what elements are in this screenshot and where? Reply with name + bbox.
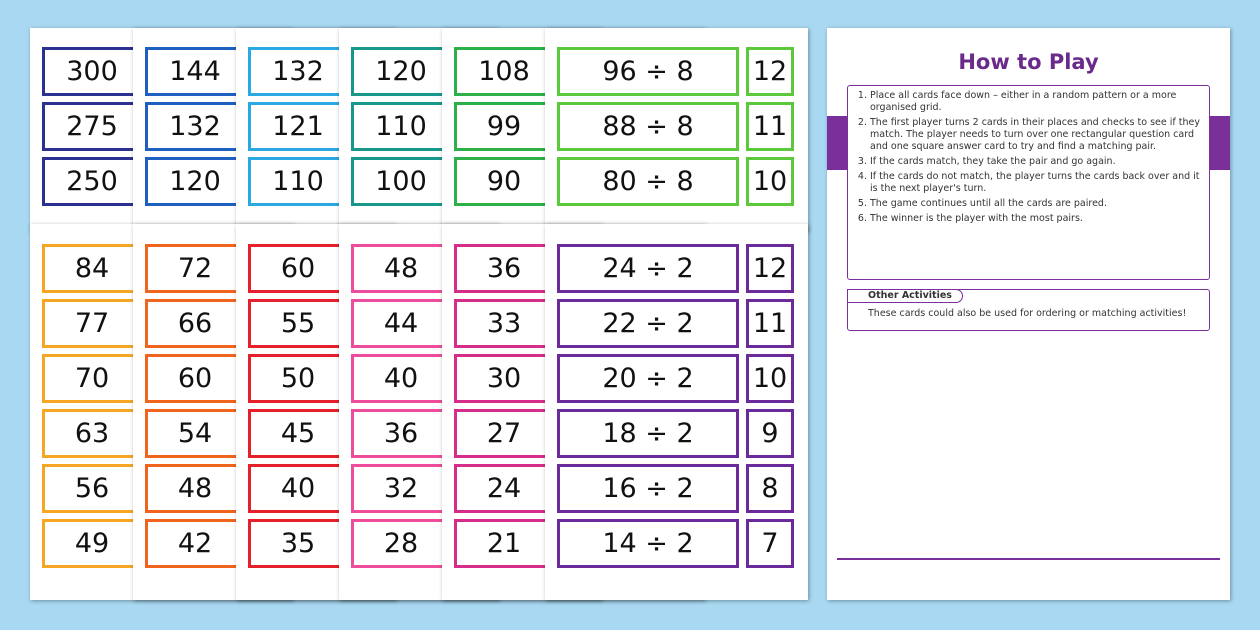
card-number: 100: [375, 166, 427, 197]
card-number: 54: [177, 418, 213, 449]
question-card: 22 ÷ 2: [557, 299, 739, 348]
card-number: 120: [169, 166, 221, 197]
step: Place all cards face down – either in a …: [870, 90, 1201, 114]
card-number: 99: [486, 111, 522, 142]
other-activities-box: Other Activities These cards could also …: [847, 289, 1210, 331]
card-number: 36: [486, 253, 522, 284]
other-activities-text: These cards could also be used for order…: [868, 308, 1187, 319]
side-tab: [1210, 116, 1230, 170]
card-number: 110: [272, 166, 324, 197]
card-number: 40: [280, 473, 316, 504]
answer-card: 11: [746, 102, 794, 151]
step: The first player turns 2 cards in their …: [870, 117, 1201, 153]
side-tab: [827, 116, 847, 170]
card-number: 56: [74, 473, 110, 504]
card-number: 110: [375, 111, 427, 142]
step: The winner is the player with the most p…: [870, 213, 1201, 225]
card-number: 40: [383, 363, 419, 394]
card-number: 27: [486, 418, 522, 449]
step: The game continues until all the cards a…: [870, 198, 1201, 210]
steps-list: Place all cards face down – either in a …: [847, 85, 1210, 280]
answer-card: 9: [746, 409, 794, 458]
question-card: 96 ÷ 8: [557, 47, 739, 96]
instruction-title: How to Play: [958, 50, 1099, 74]
card-number: 132: [272, 56, 324, 87]
instruction-sheet: How to Play Place all cards face down – …: [827, 28, 1230, 600]
card-sheet: 24 ÷ 2 12 22 ÷ 2 11 20 ÷ 2 10 18 ÷ 2 9 16 ÷ 2 8 14…: [545, 224, 808, 600]
card-number: 70: [74, 363, 110, 394]
card-number: 50: [280, 363, 316, 394]
answer-card: 12: [746, 244, 794, 293]
card-number: 24: [486, 473, 522, 504]
card-number: 132: [169, 111, 221, 142]
step: If the cards match, they take the pair a…: [870, 156, 1201, 168]
answer-card: 12: [746, 47, 794, 96]
card-number: 250: [66, 166, 118, 197]
answer-card: 10: [746, 354, 794, 403]
card-number: 108: [478, 56, 530, 87]
answer-card: 8: [746, 464, 794, 513]
card-number: 77: [74, 308, 110, 339]
card-number: 121: [272, 111, 324, 142]
card-number: 36: [383, 418, 419, 449]
step: If the cards do not match, the player tu…: [870, 171, 1201, 195]
card-number: 33: [486, 308, 522, 339]
card-number: 300: [66, 56, 118, 87]
card-number: 30: [486, 363, 522, 394]
question-card: 14 ÷ 2: [557, 519, 739, 568]
card-number: 60: [280, 253, 316, 284]
card-number: 49: [74, 528, 110, 559]
card-number: 66: [177, 308, 213, 339]
card-number: 48: [177, 473, 213, 504]
question-card: 20 ÷ 2: [557, 354, 739, 403]
card-number: 28: [383, 528, 419, 559]
footer-rule: [837, 558, 1220, 560]
other-activities-title: Other Activities: [847, 289, 963, 303]
question-card: 88 ÷ 8: [557, 102, 739, 151]
card-number: 21: [486, 528, 522, 559]
card-number: 144: [169, 56, 221, 87]
question-card: 18 ÷ 2: [557, 409, 739, 458]
card-number: 44: [383, 308, 419, 339]
card-number: 120: [375, 56, 427, 87]
card-number: 275: [66, 111, 118, 142]
card-number: 32: [383, 473, 419, 504]
card-number: 42: [177, 528, 213, 559]
card-number: 35: [280, 528, 316, 559]
card-number: 48: [383, 253, 419, 284]
card-sheet: 96 ÷ 8 12 88 ÷ 8 11 80 ÷ 8 10: [545, 28, 808, 232]
question-card: 80 ÷ 8: [557, 157, 739, 206]
card-number: 60: [177, 363, 213, 394]
card-number: 55: [280, 308, 316, 339]
card-number: 72: [177, 253, 213, 284]
question-card: 16 ÷ 2: [557, 464, 739, 513]
card-number: 45: [280, 418, 316, 449]
answer-card: 7: [746, 519, 794, 568]
answer-card: 11: [746, 299, 794, 348]
answer-card: 10: [746, 157, 794, 206]
question-card: 24 ÷ 2: [557, 244, 739, 293]
card-number: 63: [74, 418, 110, 449]
card-number: 90: [486, 166, 522, 197]
card-number: 84: [74, 253, 110, 284]
